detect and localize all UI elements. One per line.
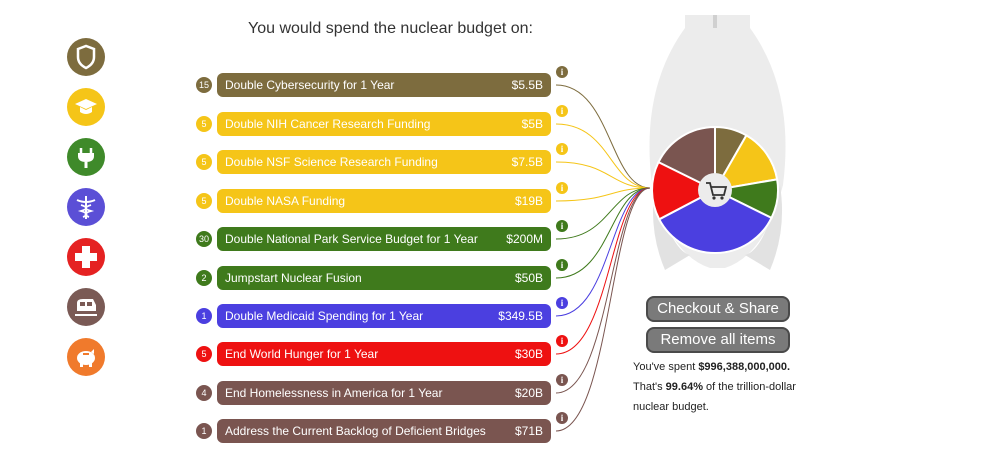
plug-icon[interactable] bbox=[67, 138, 105, 176]
item-label: Double National Park Service Budget for … bbox=[225, 232, 478, 246]
item-count-badge: 5 bbox=[196, 154, 212, 170]
pie-slice-education bbox=[713, 134, 779, 192]
pie-slice-infrastructure bbox=[657, 125, 716, 192]
info-icon[interactable]: i bbox=[556, 105, 568, 117]
item-bar[interactable]: End World Hunger for 1 Year $30B bbox=[217, 342, 551, 366]
remove-all-button[interactable]: Remove all items bbox=[646, 327, 790, 353]
pct-suffix: of the trillion-dollar nuclear budget. bbox=[633, 381, 796, 413]
pie-center bbox=[698, 173, 732, 207]
item-label: Address the Current Backlog of Deficient… bbox=[225, 424, 486, 438]
connector-line bbox=[555, 187, 651, 317]
item-bar[interactable]: End Homelessness in America for 1 Year $… bbox=[217, 381, 551, 405]
info-icon[interactable]: i bbox=[556, 66, 568, 78]
info-icon[interactable]: i bbox=[556, 374, 568, 386]
spent-prefix: You've spent bbox=[633, 361, 699, 373]
page-title: You would spend the nuclear budget on: bbox=[248, 20, 533, 37]
connector-line bbox=[555, 187, 651, 202]
item-price: $20B bbox=[514, 386, 543, 400]
pct-prefix: That's bbox=[633, 381, 666, 393]
item-label: Double NSF Science Research Funding bbox=[225, 155, 438, 169]
pie-slice-health bbox=[657, 188, 773, 254]
caduceus-icon[interactable] bbox=[67, 188, 105, 226]
info-icon[interactable]: i bbox=[556, 412, 568, 424]
item-count-badge: 5 bbox=[196, 346, 212, 362]
info-icon[interactable]: i bbox=[556, 259, 568, 271]
item-bar[interactable]: Double NIH Cancer Research Funding $5B bbox=[217, 112, 551, 136]
item-label: Double Medicaid Spending for 1 Year bbox=[225, 309, 424, 323]
train-icon[interactable] bbox=[67, 288, 105, 326]
graduation-cap-icon[interactable] bbox=[67, 88, 105, 126]
medical-cross-icon[interactable] bbox=[67, 238, 105, 276]
item-price: $7.5B bbox=[511, 155, 543, 169]
item-bar[interactable]: Double Medicaid Spending for 1 Year $349… bbox=[217, 304, 551, 328]
item-label: Double Cybersecurity for 1 Year bbox=[225, 78, 395, 92]
info-icon[interactable]: i bbox=[556, 220, 568, 232]
item-bar[interactable]: Double Cybersecurity for 1 Year $5.5B bbox=[217, 73, 551, 97]
item-bar[interactable]: Address the Current Backlog of Deficient… bbox=[217, 419, 551, 443]
item-label: End Homelessness in America for 1 Year bbox=[225, 386, 443, 400]
spending-summary: You've spent $996,388,000,000. That's 99… bbox=[633, 357, 833, 417]
connector-line bbox=[555, 187, 651, 240]
connector-line bbox=[555, 187, 651, 432]
item-label: End World Hunger for 1 Year bbox=[225, 347, 379, 361]
item-price: $50B bbox=[514, 271, 543, 285]
item-price: $30B bbox=[514, 347, 543, 361]
item-price: $19B bbox=[514, 194, 543, 208]
connector-line bbox=[555, 187, 651, 279]
item-price: $5.5B bbox=[511, 78, 543, 92]
item-bar[interactable]: Double NASA Funding $19B bbox=[217, 189, 551, 213]
item-count-badge: 1 bbox=[196, 423, 212, 439]
connector-line bbox=[555, 161, 651, 189]
item-count-badge: 4 bbox=[196, 385, 212, 401]
piggy-bank-icon[interactable] bbox=[67, 338, 105, 376]
connector-line bbox=[555, 187, 651, 355]
item-count-badge: 1 bbox=[196, 308, 212, 324]
pct-value: 99.64% bbox=[665, 381, 703, 393]
connector-line bbox=[555, 123, 651, 189]
bomb-graphic bbox=[649, 15, 786, 270]
info-icon[interactable]: i bbox=[556, 297, 568, 309]
item-price: $71B bbox=[514, 424, 543, 438]
item-price: $5B bbox=[521, 117, 543, 131]
item-bar[interactable]: Double National Park Service Budget for … bbox=[217, 227, 551, 251]
item-count-badge: 2 bbox=[196, 270, 212, 286]
item-count-badge: 5 bbox=[196, 193, 212, 209]
item-bar[interactable]: Double NSF Science Research Funding $7.5… bbox=[217, 150, 551, 174]
checkout-share-button[interactable]: Checkout & Share bbox=[646, 296, 790, 322]
info-icon[interactable]: i bbox=[556, 335, 568, 347]
item-bar[interactable]: Jumpstart Nuclear Fusion $50B bbox=[217, 266, 551, 290]
info-icon[interactable]: i bbox=[556, 182, 568, 194]
item-count-badge: 15 bbox=[196, 77, 212, 93]
shield-icon[interactable] bbox=[67, 38, 105, 76]
shopping-cart-icon[interactable] bbox=[706, 182, 728, 200]
item-count-badge: 30 bbox=[196, 231, 212, 247]
item-price: $349.5B bbox=[498, 309, 543, 323]
item-label: Double NIH Cancer Research Funding bbox=[225, 117, 431, 131]
connector-line bbox=[555, 84, 651, 189]
item-price: $200M bbox=[506, 232, 543, 246]
pie-slice-humanitarian bbox=[651, 160, 718, 221]
item-count-badge: 5 bbox=[196, 116, 212, 132]
item-label: Jumpstart Nuclear Fusion bbox=[225, 271, 362, 285]
spent-amount: $996,388,000,000. bbox=[698, 361, 791, 373]
info-icon[interactable]: i bbox=[556, 143, 568, 155]
connector-line bbox=[555, 187, 651, 394]
item-label: Double NASA Funding bbox=[225, 194, 346, 208]
